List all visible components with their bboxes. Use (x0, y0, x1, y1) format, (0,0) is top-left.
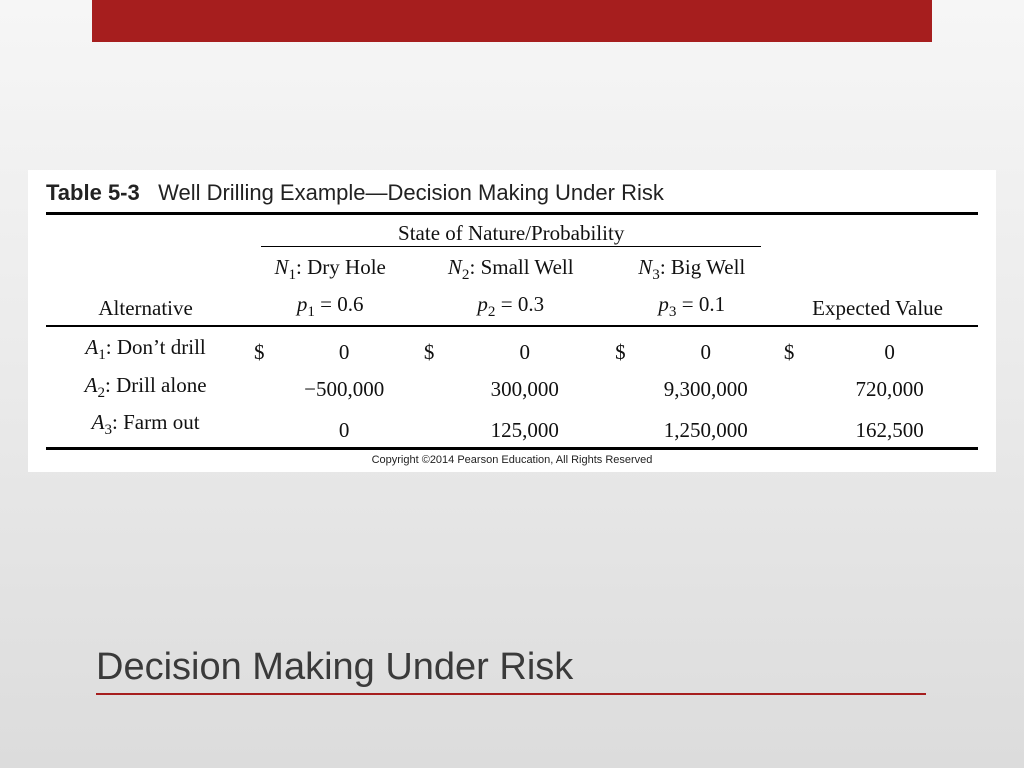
probability-2: p2 = 0.3 (415, 288, 606, 326)
data-row-2: A2: Drill alone −500,000 300,000 9,300,0… (46, 369, 978, 406)
state-label-3: N3: Big Well (606, 251, 777, 288)
probability-3: p3 = 0.1 (606, 288, 777, 326)
decision-table: State of Nature/Probability N1: Dry Hole… (46, 212, 978, 450)
group-header: State of Nature/Probability (398, 221, 624, 245)
state-label-1: N1: Dry Hole (245, 251, 415, 288)
state-names-row: N1: Dry Hole N2: Small Well N3: Big Well (46, 251, 978, 288)
slide-title-wrap: Decision Making Under Risk (96, 646, 926, 695)
accent-top-bar (92, 0, 932, 42)
prob-row: Alternative p1 = 0.6 p2 = 0.3 p3 = 0.1 E… (46, 288, 978, 326)
slide-title: Decision Making Under Risk (96, 646, 926, 695)
data-row-1: A1: Don’t drill $0 $0 $0 $0 (46, 326, 978, 368)
expected-value-header: Expected Value (777, 288, 978, 326)
table-label: Table 5-3 (46, 180, 140, 205)
table-title: Table 5-3 Well Drilling Example—Decision… (46, 180, 978, 212)
probability-1: p1 = 0.6 (245, 288, 415, 326)
data-row-3: A3: Farm out 0 125,000 1,250,000 162,500 (46, 406, 978, 449)
group-header-row: State of Nature/Probability (46, 214, 978, 252)
state-label-2: N2: Small Well (415, 251, 606, 288)
alternative-header: Alternative (46, 288, 245, 326)
table-title-rest: Well Drilling Example—Decision Making Un… (158, 180, 664, 205)
table-panel: Table 5-3 Well Drilling Example—Decision… (28, 170, 996, 472)
copyright-text: Copyright ©2014 Pearson Education, All R… (46, 450, 978, 468)
